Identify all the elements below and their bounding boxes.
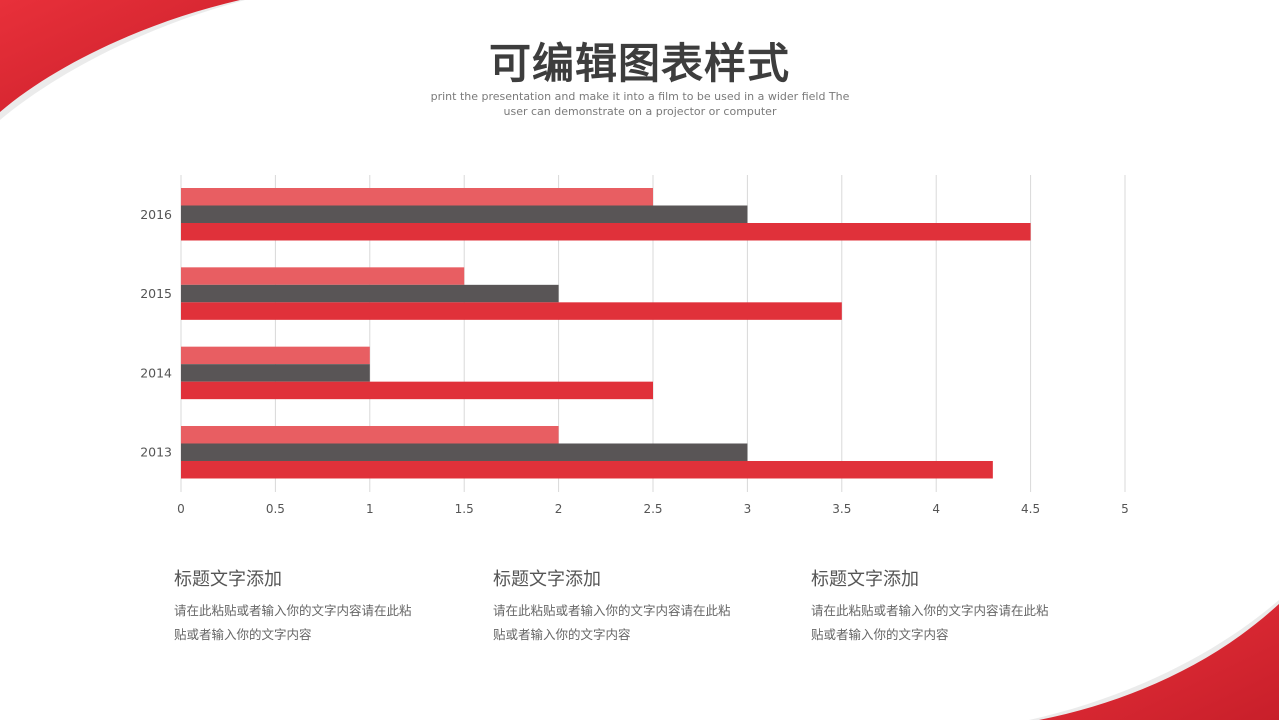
bar-2015-series-3 [181, 302, 842, 320]
x-tick-label: 0 [177, 502, 185, 516]
bar-2013-series-2 [181, 443, 748, 461]
bar-2014-series-3 [181, 381, 653, 400]
page-subtitle: print the presentation and make it into … [430, 90, 850, 118]
bar-2016-series-1 [181, 188, 653, 206]
corner-decoration-top-left [0, 0, 245, 120]
bar-2015-series-2 [181, 284, 559, 303]
text-column-2: 标题文字添加 请在此粘贴或者输入你的文字内容请在此粘贴或者输入你的文字内容 [493, 565, 783, 647]
column-text: 请在此粘贴或者输入你的文字内容请在此粘贴或者输入你的文字内容 [174, 603, 412, 642]
x-tick-label: 3.5 [832, 502, 851, 516]
bar-chart: 0 0.5 1 1.5 2 2.5 3 3.5 4 4.5 5 2013 2014 2015 2016 [140, 175, 1129, 516]
text-column-1: 标题文字添加 请在此粘贴或者输入你的文字内容请在此粘贴或者输入你的文字内容 [174, 565, 464, 647]
y-category-label: 2015 [140, 286, 172, 301]
text-column-3: 标题文字添加 请在此粘贴或者输入你的文字内容请在此粘贴或者输入你的文字内容 [811, 565, 1101, 647]
column-text: 请在此粘贴或者输入你的文字内容请在此粘贴或者输入你的文字内容 [493, 603, 731, 642]
x-tick-label: 4.5 [1021, 502, 1040, 516]
x-tick-label: 5 [1121, 502, 1129, 516]
x-tick-label: 4 [932, 502, 940, 516]
bar-2014-series-1 [181, 346, 370, 365]
x-tick-label: 1 [366, 502, 374, 516]
column-text: 请在此粘贴或者输入你的文字内容请在此粘贴或者输入你的文字内容 [811, 603, 1049, 642]
corner-decoration-bottom-right [1029, 600, 1279, 720]
column-title: 标题文字添加 [493, 569, 601, 590]
bar-2013-series-3 [181, 460, 993, 479]
bar-2014-series-2 [181, 364, 370, 382]
x-tick-label: 2 [555, 502, 563, 516]
bar-2016-series-2 [181, 205, 748, 223]
bar-2013-series-1 [181, 425, 559, 444]
bar-2015-series-1 [181, 267, 465, 285]
column-title: 标题文字添加 [174, 569, 282, 590]
x-tick-label: 1.5 [455, 502, 474, 516]
page-title: 可编辑图表样式 [488, 39, 790, 88]
x-tick-label: 2.5 [643, 502, 662, 516]
x-tick-label: 0.5 [266, 502, 285, 516]
bar-2016-series-3 [181, 223, 1031, 241]
y-category-label: 2014 [140, 365, 172, 380]
x-tick-label: 3 [744, 502, 752, 516]
y-category-label: 2013 [140, 445, 172, 460]
column-title: 标题文字添加 [811, 569, 919, 590]
y-category-label: 2016 [140, 207, 172, 222]
